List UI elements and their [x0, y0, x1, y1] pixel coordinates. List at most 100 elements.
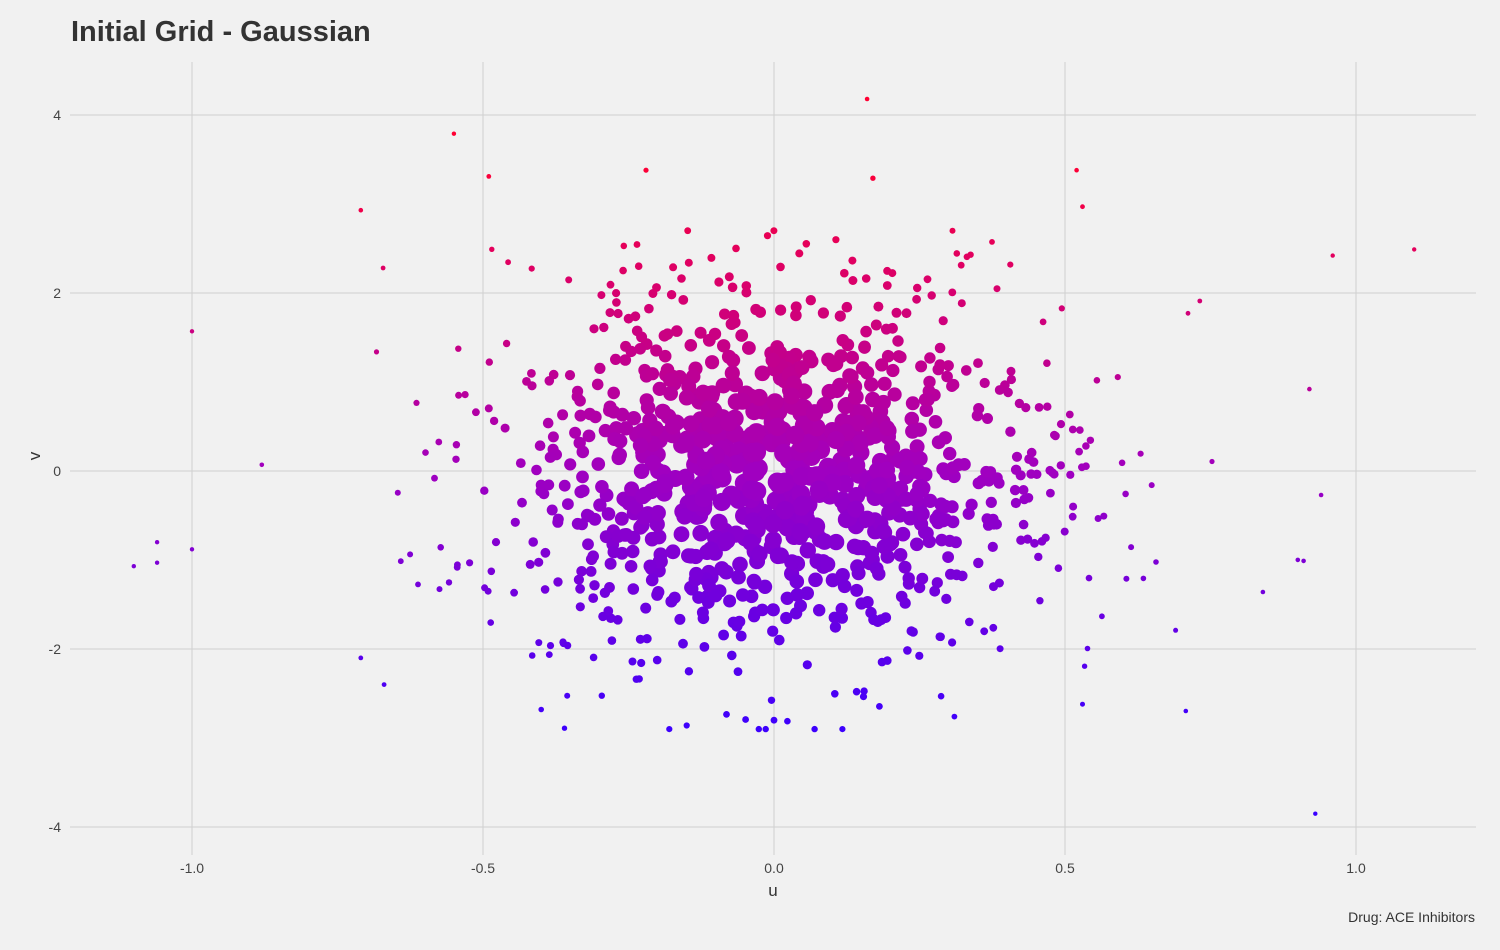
scatter-point: [873, 301, 884, 312]
scatter-point: [607, 636, 617, 645]
scatter-point: [1000, 380, 1010, 390]
scatter-point: [1056, 461, 1066, 470]
scatter-point: [1043, 359, 1051, 368]
scatter-point: [829, 621, 842, 633]
scatter-point: [487, 567, 496, 576]
scatter-point: [510, 517, 520, 527]
scatter-point: [422, 449, 429, 456]
scatter-point: [1034, 403, 1044, 412]
scatter-point: [510, 588, 518, 597]
scatter-point: [605, 308, 615, 318]
x-tick-label: 1.0: [1346, 860, 1366, 876]
scatter-point: [931, 577, 943, 589]
scatter-point: [593, 498, 607, 512]
scatter-point: [594, 362, 606, 374]
scatter-point: [1021, 403, 1031, 413]
scatter-point: [1260, 589, 1266, 595]
scatter-point: [564, 458, 577, 471]
scatter-point: [742, 341, 756, 355]
scatter-point: [489, 416, 499, 426]
scatter-point: [696, 451, 716, 470]
scatter-point: [736, 588, 750, 602]
scatter-point: [879, 420, 895, 436]
scatter-point: [569, 426, 582, 439]
scatter-point: [1076, 426, 1084, 434]
scatter-point: [706, 416, 724, 435]
scatter-point: [901, 308, 912, 319]
scatter-point: [603, 606, 614, 616]
scatter-point: [745, 462, 766, 482]
scatter-point: [702, 578, 716, 593]
scatter-point: [733, 615, 746, 628]
scatter-point: [934, 359, 946, 371]
scatter-point: [677, 468, 695, 486]
scatter-point: [413, 399, 420, 406]
scatter-point: [1099, 613, 1105, 620]
scatter-point: [829, 382, 845, 399]
scatter-point: [684, 667, 694, 676]
scatter-point: [613, 433, 628, 449]
scatter-point: [957, 570, 968, 582]
scatter-point: [633, 241, 641, 248]
scatter-point: [671, 325, 683, 337]
scatter-point: [764, 531, 782, 549]
scatter-point: [742, 716, 749, 723]
scatter-point: [633, 463, 650, 480]
scatter-point: [979, 377, 990, 389]
scatter-point: [606, 280, 615, 289]
scatter-point: [808, 572, 823, 588]
scatter-point: [919, 403, 934, 418]
scatter-point: [915, 651, 924, 660]
scatter-point: [909, 439, 925, 455]
scatter-point: [644, 303, 654, 314]
scatter-point: [802, 660, 812, 670]
scatter-point: [604, 557, 617, 570]
scatter-point: [987, 541, 998, 553]
scatter-point: [958, 458, 971, 471]
scatter-point: [939, 513, 953, 527]
scatter-point: [652, 381, 667, 396]
scatter-point: [652, 283, 661, 292]
scatter-point: [1100, 512, 1108, 520]
points-layer: [131, 96, 1417, 816]
scatter-point: [486, 174, 492, 179]
scatter-point: [1086, 436, 1095, 444]
scatter-point: [699, 642, 710, 652]
scatter-point: [674, 613, 686, 625]
scatter-point: [562, 498, 574, 510]
scatter-point: [792, 466, 812, 486]
scatter-point: [1060, 527, 1069, 536]
scatter-point: [850, 583, 864, 597]
scatter-point: [534, 440, 546, 452]
scatter-point: [466, 559, 474, 567]
scatter-point: [1093, 377, 1101, 384]
scatter-point: [1082, 442, 1090, 450]
scatter-point: [619, 354, 632, 366]
scatter-point: [903, 646, 912, 655]
scatter-point: [869, 561, 884, 576]
scatter-point: [1011, 451, 1023, 462]
scatter-point: [1037, 537, 1047, 546]
scatter-point: [848, 256, 857, 265]
scatter-point: [664, 418, 682, 435]
scatter-point: [647, 420, 664, 437]
scatter-point: [976, 474, 989, 487]
scatter-point: [1068, 425, 1077, 434]
scatter-point: [829, 356, 844, 371]
scatter-point: [747, 423, 766, 442]
scatter-point: [946, 461, 960, 475]
scatter-point: [915, 360, 928, 373]
scatter-point: [678, 638, 688, 649]
scatter-point: [780, 611, 793, 625]
scatter-point: [1006, 366, 1016, 376]
scatter-point: [603, 403, 616, 417]
scatter-point: [980, 627, 989, 636]
scatter-point: [937, 692, 945, 700]
scatter-point: [597, 291, 606, 300]
scatter-point: [811, 725, 818, 733]
scatter-point: [790, 301, 802, 313]
scatter-point: [1030, 538, 1039, 548]
scatter-point: [861, 596, 874, 609]
scatter-point: [712, 492, 732, 512]
scatter-point: [848, 276, 858, 285]
